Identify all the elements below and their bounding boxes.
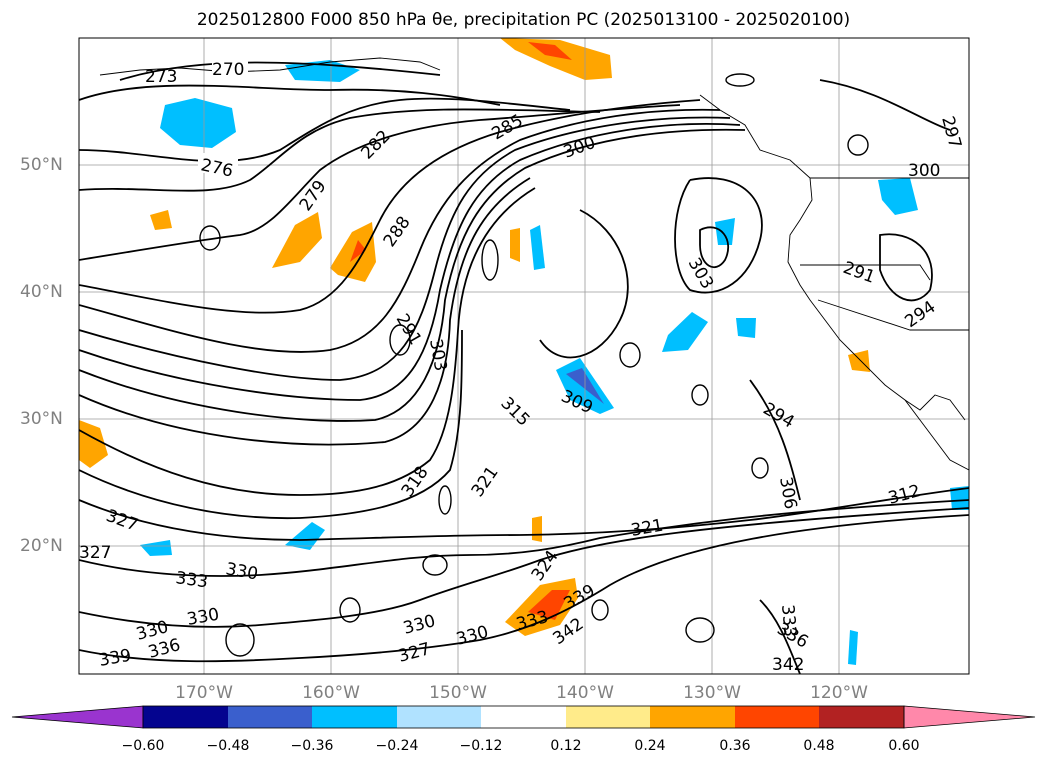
- shade-positive: [150, 210, 172, 230]
- colorbar-tick: 0.24: [634, 738, 666, 754]
- contour-label: 333: [777, 604, 800, 638]
- lon-label: 130°W: [683, 683, 741, 703]
- theta-e-contours: [79, 61, 969, 674]
- contour-label: 318: [398, 463, 433, 501]
- contour-label: 330: [454, 622, 491, 650]
- colorbar: [11, 705, 1036, 729]
- colorbar-bin: [481, 706, 566, 728]
- colorbar-tick: 0.60: [888, 738, 920, 754]
- shade-positive: [272, 212, 322, 268]
- colorbar-extend-min: [11, 705, 144, 729]
- lon-label: 170°W: [175, 683, 233, 703]
- colorbar-tick: 0.36: [719, 738, 751, 754]
- small-contours: [199, 73, 869, 657]
- colorbar-bin: [566, 706, 650, 728]
- contour-label: 297: [937, 114, 965, 151]
- shade-negative: [950, 486, 969, 510]
- lon-label: 120°W: [810, 683, 868, 703]
- shade-negative: [140, 540, 172, 556]
- shade-positive: [500, 38, 612, 80]
- shade-strong-positive: [350, 240, 366, 262]
- lon-label: 140°W: [556, 683, 614, 703]
- contour-label: 315: [496, 393, 533, 430]
- contour-label: 327: [103, 506, 140, 536]
- contour-label: 303: [425, 337, 450, 372]
- shade-negative: [736, 318, 756, 338]
- shade-positive: [848, 350, 870, 372]
- contour-labels: 270 273 276 279 282 285 288 291 291 294 …: [79, 60, 965, 675]
- shade-positive: [330, 222, 376, 282]
- lat-label: 20°N: [20, 536, 63, 556]
- contour-label: 306: [775, 475, 800, 510]
- colorbar-tick: −0.12: [459, 738, 503, 754]
- contour-label: 333: [174, 568, 209, 592]
- colorbar-tick: 0.48: [803, 738, 835, 754]
- shade-positive: [532, 516, 542, 542]
- colorbar-tick: −0.24: [375, 738, 419, 754]
- contour-label: 291: [840, 258, 877, 288]
- shade-strong-positive: [528, 590, 570, 620]
- contour-label: 300: [908, 161, 940, 181]
- contour-label: 339: [97, 646, 132, 671]
- shade-negative: [662, 312, 708, 352]
- contour-label: 327: [79, 543, 111, 563]
- shade-negative: [848, 630, 858, 665]
- shade-negative: [160, 98, 236, 148]
- colorbar-tick: 0.12: [550, 738, 582, 754]
- contour-label: 330: [401, 611, 438, 639]
- colorbar-bin: [397, 706, 481, 728]
- shade-positive: [79, 420, 108, 468]
- shade-negative: [878, 178, 918, 215]
- contour-label: 282: [357, 126, 394, 163]
- colorbar-bin: [228, 706, 312, 728]
- map-frame: [78, 37, 970, 675]
- contour-label: 279: [296, 177, 331, 215]
- contour-label: 270: [212, 60, 244, 80]
- contour-label: 273: [145, 67, 177, 87]
- colorbar-bin: [650, 706, 735, 728]
- colorbar-bin: [312, 706, 397, 728]
- graticule: [79, 38, 969, 674]
- precip-shading: [79, 38, 969, 665]
- contour-label: 324: [528, 547, 563, 585]
- lon-label: 160°W: [302, 683, 360, 703]
- shade-positive: [510, 228, 520, 262]
- colorbar-extend-max: [903, 705, 1036, 729]
- colorbar-tick: −0.48: [206, 738, 250, 754]
- colorbar-bin: [819, 706, 904, 728]
- lat-label: 30°N: [20, 409, 63, 429]
- contour-label: 312: [886, 481, 923, 509]
- shade-negative: [530, 225, 545, 270]
- coastline: [99, 57, 969, 471]
- contour-label: 330: [224, 559, 259, 584]
- contour-label: 327: [396, 639, 433, 667]
- lat-label: 50°N: [20, 155, 63, 175]
- colorbar-tick: −0.36: [290, 738, 334, 754]
- colorbar-tick: −0.60: [121, 738, 165, 754]
- colorbar-bin: [143, 706, 228, 728]
- shade-negative: [715, 218, 735, 245]
- contour-label: 342: [772, 655, 804, 675]
- contour-label: 321: [629, 516, 664, 541]
- contour-label: 300: [561, 133, 598, 163]
- shade-negative: [285, 522, 325, 550]
- contour-label: 294: [901, 297, 939, 332]
- shade-strong-positive: [528, 42, 572, 60]
- lon-label: 150°W: [429, 683, 487, 703]
- lat-label: 40°N: [20, 282, 63, 302]
- colorbar-bin: [735, 706, 819, 728]
- chart-title: 2025012800 F000 850 hPa θe, precipitatio…: [196, 10, 851, 30]
- contour-label: 288: [380, 213, 415, 251]
- contour-label: 321: [468, 463, 503, 501]
